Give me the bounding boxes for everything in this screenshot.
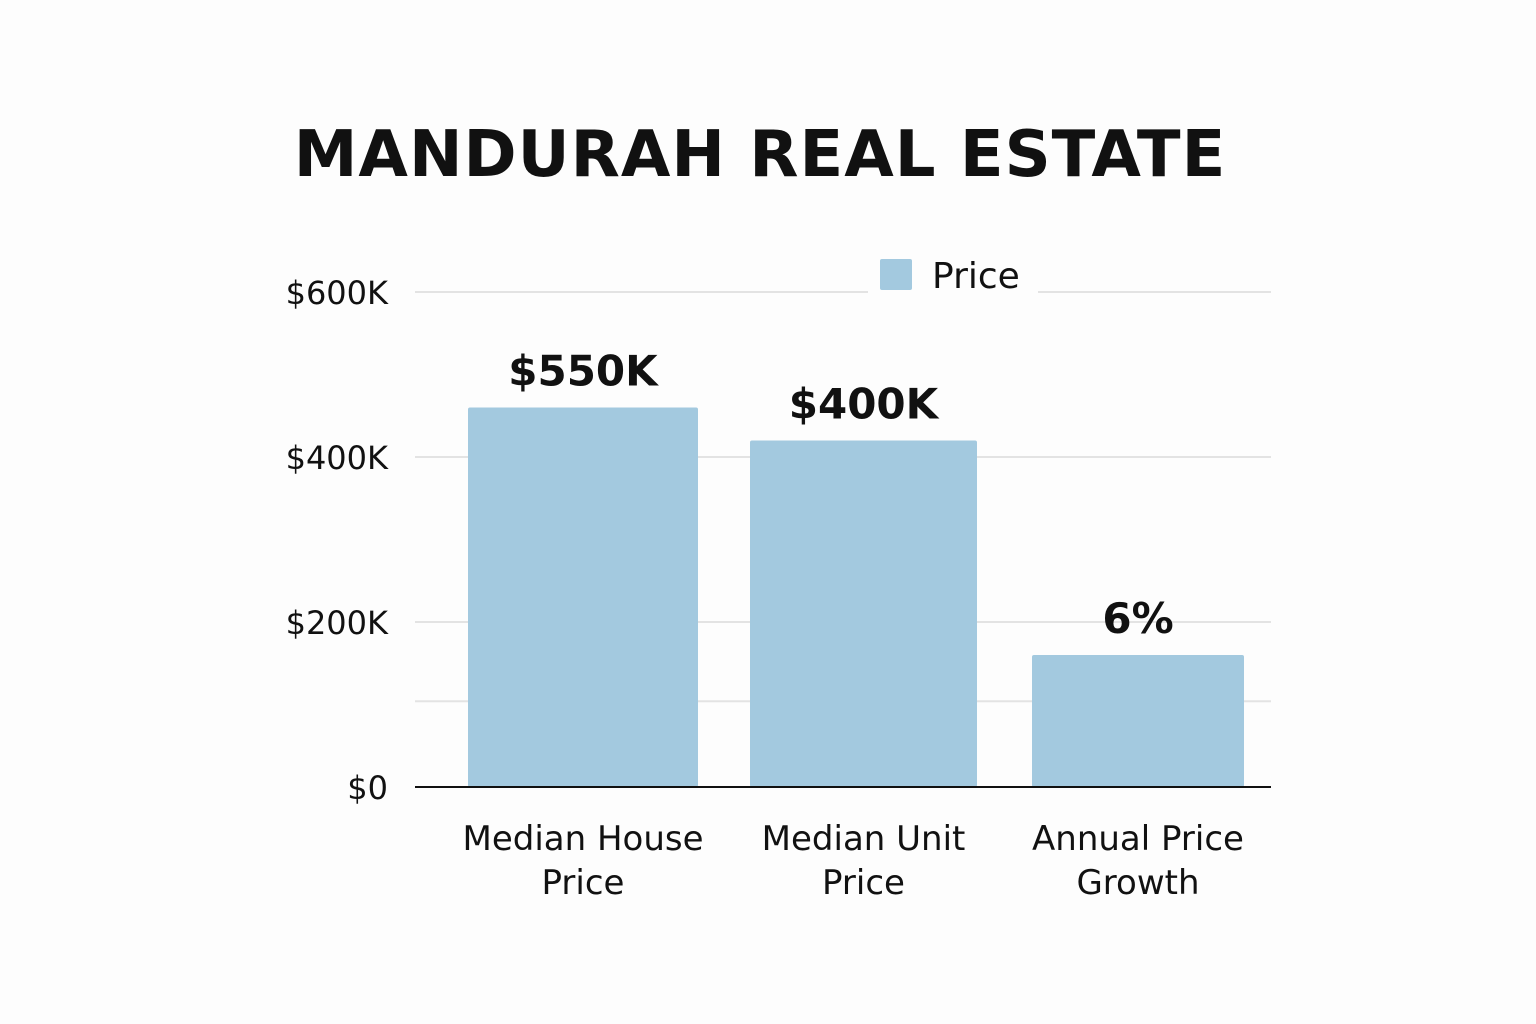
bar — [1032, 655, 1244, 787]
x-tick-label: Price — [822, 863, 905, 903]
bar-value-label: 6% — [1102, 594, 1173, 643]
bar-value-label: $400K — [789, 380, 940, 429]
bar-value-label: $550K — [508, 347, 659, 396]
x-tick-label: Median Unit — [762, 819, 966, 859]
bars: $550K $400K 6% — [468, 347, 1244, 787]
y-tick-label: $600K — [286, 274, 389, 312]
legend-swatch — [880, 259, 912, 290]
y-tick-label: $0 — [347, 769, 388, 807]
bar — [468, 407, 698, 787]
y-tick-label: $400K — [286, 439, 389, 477]
x-tick-label: Growth — [1076, 863, 1199, 903]
x-tick-label: Price — [542, 863, 625, 903]
x-tick-label: Annual Price — [1032, 819, 1244, 859]
legend: Price — [868, 250, 1038, 302]
legend-label: Price — [932, 256, 1020, 297]
chart-title: MANDURAH REAL ESTATE — [294, 118, 1227, 192]
y-tick-label: $200K — [286, 604, 389, 642]
bar — [750, 440, 977, 787]
x-tick-label: Median House — [462, 819, 703, 859]
